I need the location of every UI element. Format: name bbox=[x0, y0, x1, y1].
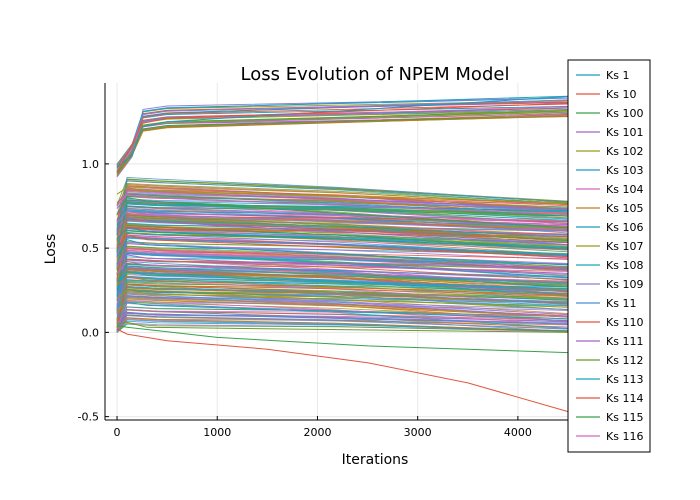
legend-entry-label: Ks 1 bbox=[606, 69, 629, 82]
background-lines bbox=[116, 95, 569, 333]
x-tick-label: 1000 bbox=[203, 426, 231, 439]
legend-entry-label: Ks 101 bbox=[606, 126, 643, 139]
legend-entry-label: Ks 113 bbox=[606, 373, 643, 386]
series-line-20 bbox=[116, 193, 569, 215]
legend-entry-label: Ks 114 bbox=[606, 392, 643, 405]
legend-entry-label: Ks 108 bbox=[606, 259, 643, 272]
background-line bbox=[116, 301, 569, 320]
legend-entry-label: Ks 107 bbox=[606, 240, 643, 253]
legend-entry-label: Ks 104 bbox=[606, 183, 643, 196]
background-line bbox=[116, 283, 569, 328]
legend-entry-label: Ks 10 bbox=[606, 88, 636, 101]
legend: Ks 1 Ks 10 Ks 100 Ks 101 Ks 102 Ks 103 Ks 104 K… bbox=[567, 59, 651, 453]
legend-entry-label: Ks 109 bbox=[606, 278, 643, 291]
series-line-17 bbox=[116, 271, 569, 290]
legend-entry-label: Ks 115 bbox=[606, 411, 643, 424]
background-line bbox=[116, 320, 569, 333]
x-tick-label: 2000 bbox=[303, 426, 331, 439]
y-tick-label: 0.5 bbox=[82, 242, 100, 255]
y-tick-label: 0.0 bbox=[82, 326, 100, 339]
series-line-13 bbox=[116, 311, 569, 325]
background-line bbox=[116, 176, 569, 235]
series-line-18 bbox=[116, 234, 569, 258]
y-tick-label: -0.5 bbox=[78, 411, 99, 424]
x-tick-label: 0 bbox=[114, 426, 121, 439]
legend-box bbox=[567, 59, 651, 453]
background-line bbox=[116, 253, 569, 321]
series-line-10 bbox=[116, 289, 569, 308]
legend-entry-label: Ks 116 bbox=[606, 430, 643, 443]
legend-entry-label: Ks 102 bbox=[606, 145, 643, 158]
background-line bbox=[116, 188, 569, 249]
series-line-7 bbox=[116, 261, 569, 283]
background-line bbox=[116, 288, 569, 326]
background-line bbox=[116, 259, 569, 285]
background-line bbox=[116, 115, 569, 167]
series-line-15 bbox=[116, 254, 569, 274]
y-axis-label: Loss bbox=[43, 234, 59, 265]
series-line-6 bbox=[116, 239, 569, 266]
legend-entry-label: Ks 112 bbox=[606, 354, 643, 367]
series-line-5 bbox=[116, 186, 569, 204]
legend-entry-label: Ks 11 bbox=[606, 297, 636, 310]
background-line bbox=[116, 205, 569, 251]
y-axis-ticks: -0.5 0.0 0.5 1.0 bbox=[78, 158, 109, 424]
series-line-12 bbox=[116, 210, 569, 232]
x-tick-label: 4000 bbox=[504, 426, 532, 439]
legend-entry-label: Ks 111 bbox=[606, 335, 643, 348]
series-line-8 bbox=[116, 276, 569, 296]
background-line bbox=[116, 99, 569, 166]
legend-entry-label: Ks 105 bbox=[606, 202, 643, 215]
background-line bbox=[116, 258, 569, 281]
legend-entry-label: Ks 110 bbox=[606, 316, 643, 329]
series-line-4 bbox=[116, 217, 569, 246]
background-line bbox=[116, 269, 569, 291]
series-line-14 bbox=[116, 328, 569, 413]
x-tick-label: 3000 bbox=[404, 426, 432, 439]
series-line-16 bbox=[116, 321, 569, 333]
background-line bbox=[116, 271, 569, 297]
background-line bbox=[116, 115, 569, 176]
background-line bbox=[116, 312, 569, 330]
background-line bbox=[116, 315, 569, 333]
chart-title: Loss Evolution of NPEM Model bbox=[241, 64, 510, 85]
y-tick-label: 1.0 bbox=[82, 158, 100, 171]
legend-entry-label: Ks 103 bbox=[606, 164, 643, 177]
background-line bbox=[116, 292, 569, 333]
series-line-2 bbox=[116, 102, 569, 173]
series-line-3 bbox=[116, 197, 569, 229]
background-line bbox=[116, 286, 569, 311]
background-line bbox=[116, 236, 569, 285]
legend-entry-label: Ks 106 bbox=[606, 221, 643, 234]
background-line bbox=[116, 214, 569, 249]
series-line-9 bbox=[116, 227, 569, 249]
background-line bbox=[116, 313, 569, 333]
series-lines bbox=[116, 96, 569, 413]
background-line bbox=[116, 296, 569, 333]
series-line-11 bbox=[116, 301, 569, 320]
series-line-19 bbox=[116, 325, 569, 354]
background-line bbox=[116, 191, 569, 234]
x-axis-label: Iterations bbox=[342, 452, 409, 468]
x-axis-ticks: 0 1000 2000 3000 4000 bbox=[114, 416, 532, 439]
background-line bbox=[116, 115, 569, 174]
legend-entry-label: Ks 100 bbox=[606, 107, 643, 120]
